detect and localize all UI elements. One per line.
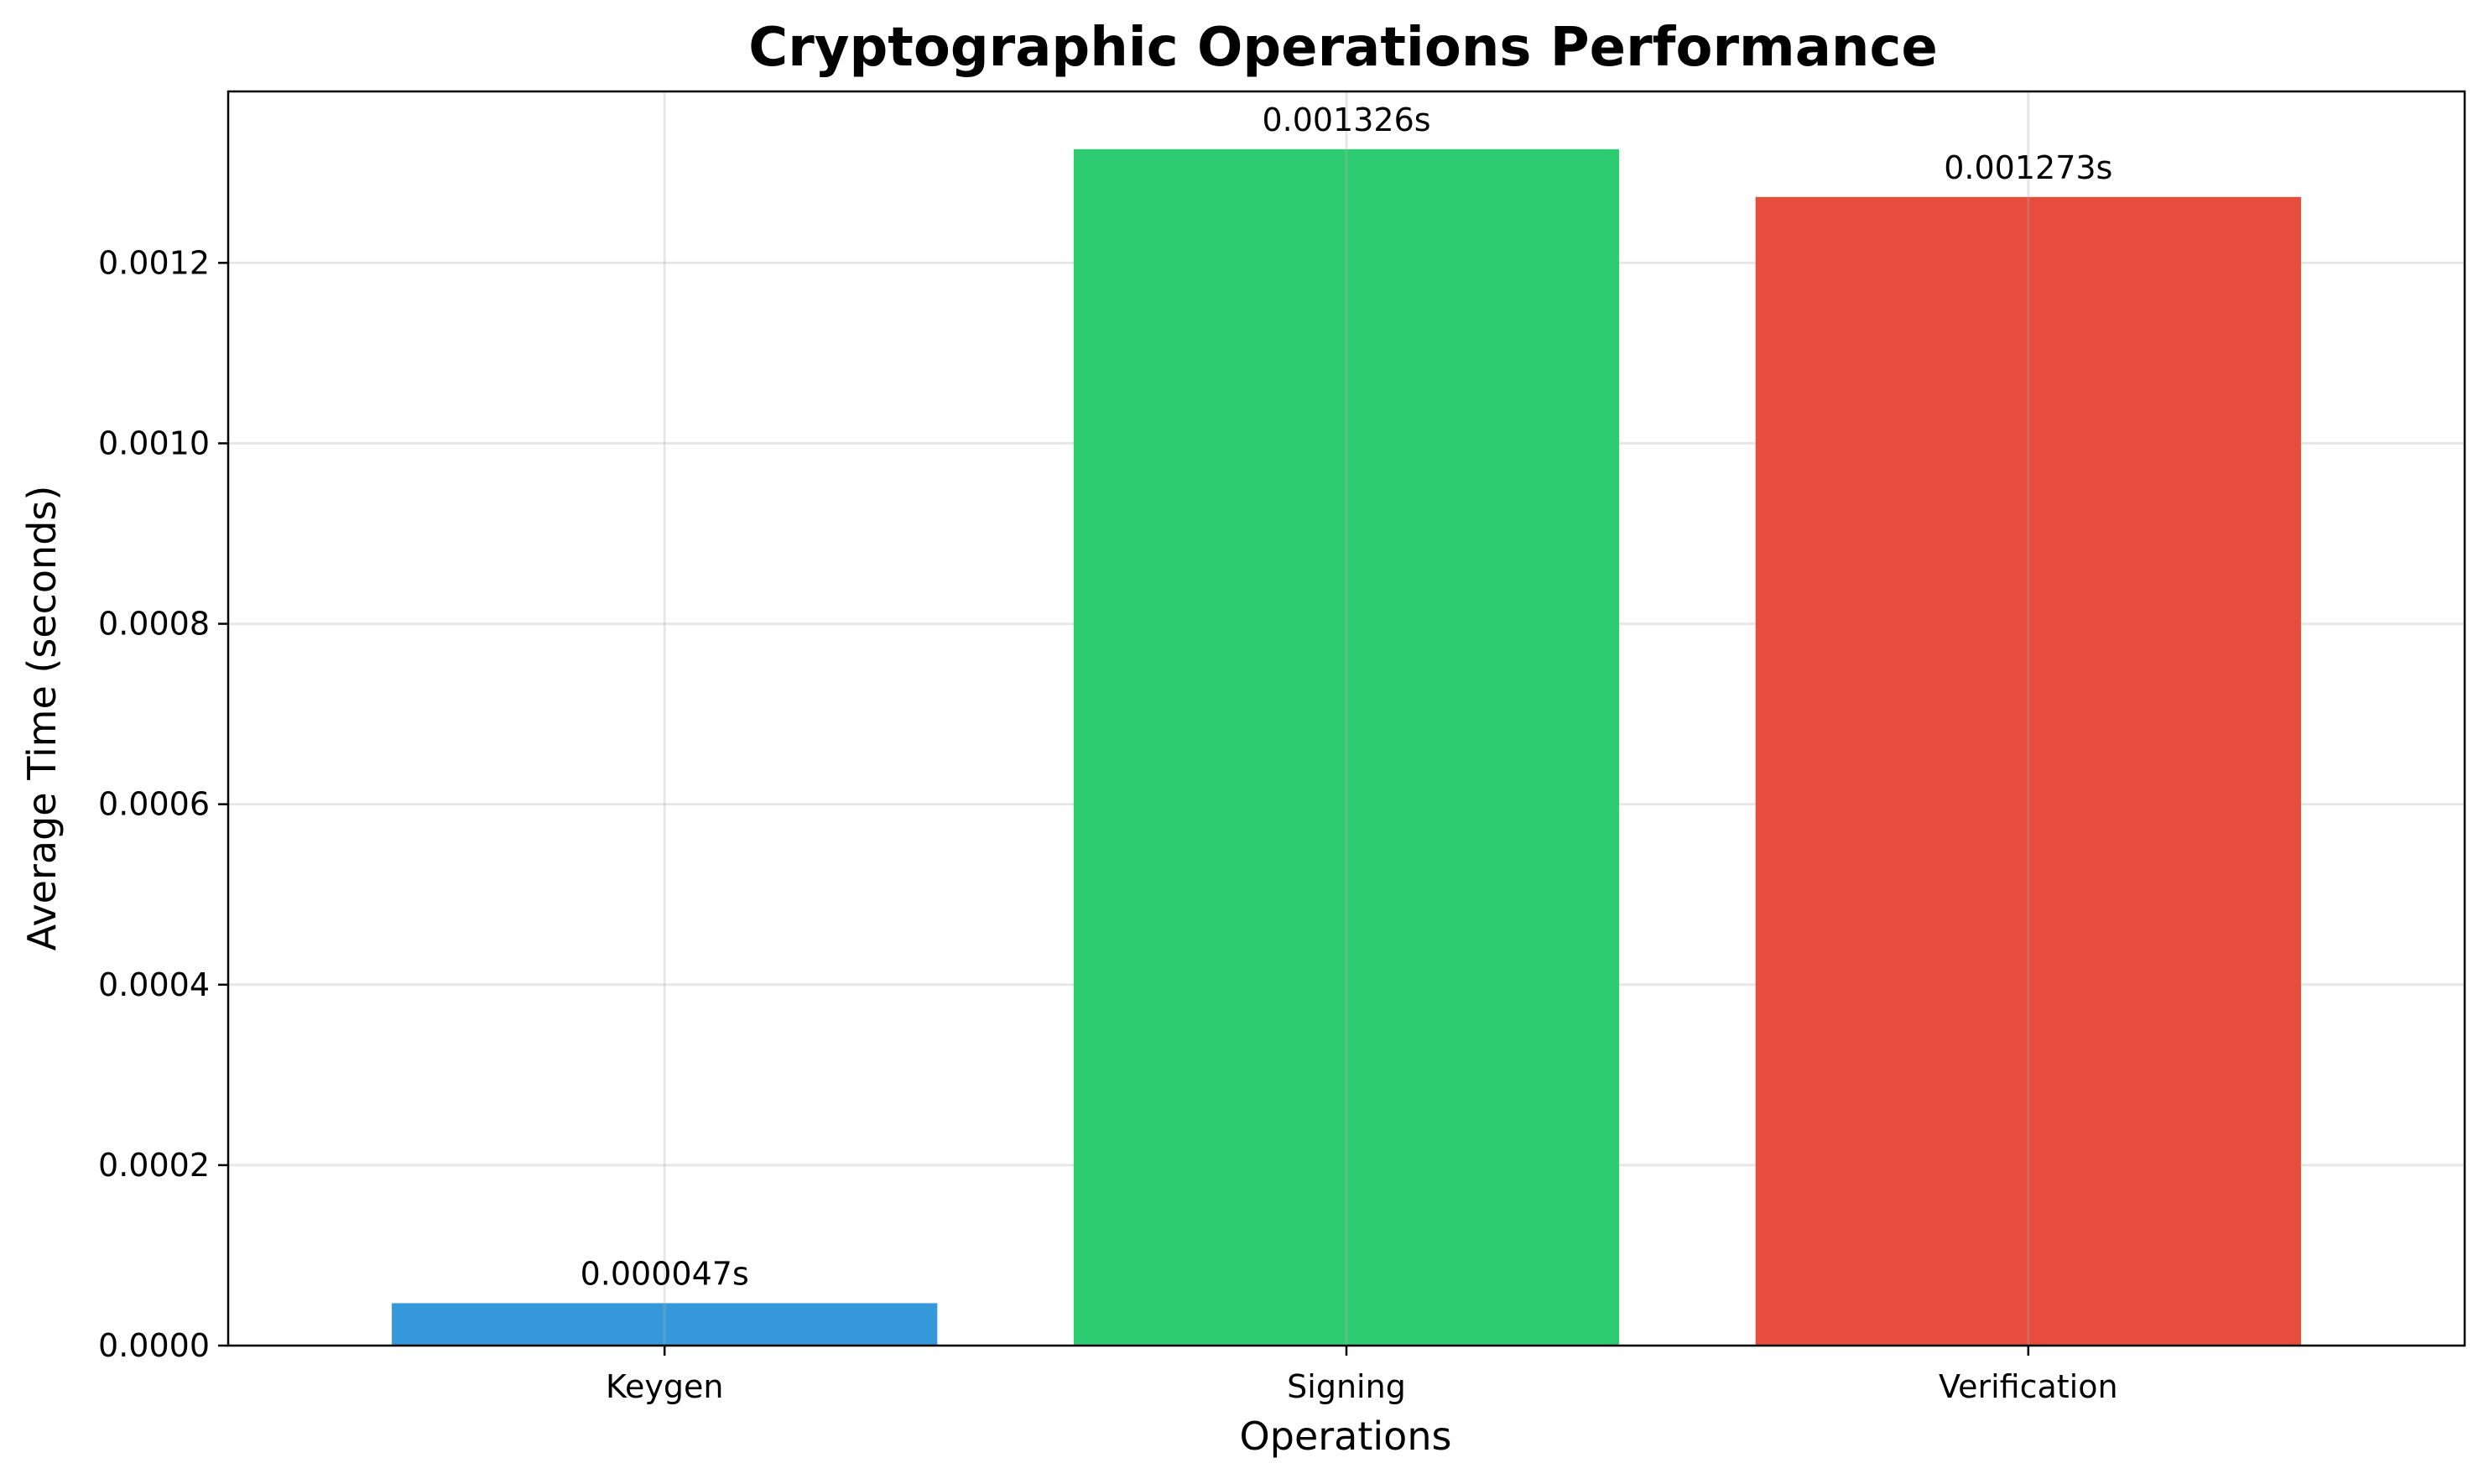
bar-signing [1073,148,1620,1346]
x-tick-label: Keygen [606,1368,723,1405]
y-tick-label: 0.0006 [98,786,210,823]
x-axis-label: Operations [1240,1414,1452,1459]
y-tick-label: 0.0004 [98,966,210,1003]
x-tick-label: Signing [1287,1368,1406,1405]
bar-value-label: 0.000047s [581,1255,749,1292]
bar-keygen [392,1303,938,1346]
y-tick-label: 0.0008 [98,606,210,643]
x-tick-label: Verification [1939,1368,2118,1405]
bar-value-label: 0.001326s [1262,102,1430,138]
plot-frame [227,90,2466,1347]
bar-verification [1755,196,2301,1346]
y-tick-label: 0.0012 [98,244,210,281]
y-tick-label: 0.0002 [98,1147,210,1184]
bars [392,148,2301,1346]
y-tick-label: 0.0010 [98,424,210,461]
chart-title: Cryptographic Operations Performance [748,17,1938,79]
y-axis-label: Average Time (seconds) [19,486,65,951]
y-tick-label: 0.0000 [98,1327,210,1364]
axis-ticks: 0.0000 0.0002 0.0004 0.0006 0.0008 0.0010 0.00… [98,244,2118,1405]
bar-value-labels: 0.000047s 0.001326s 0.001273s [581,91,2112,1346]
bar-value-label: 0.001273s [1944,149,2112,186]
